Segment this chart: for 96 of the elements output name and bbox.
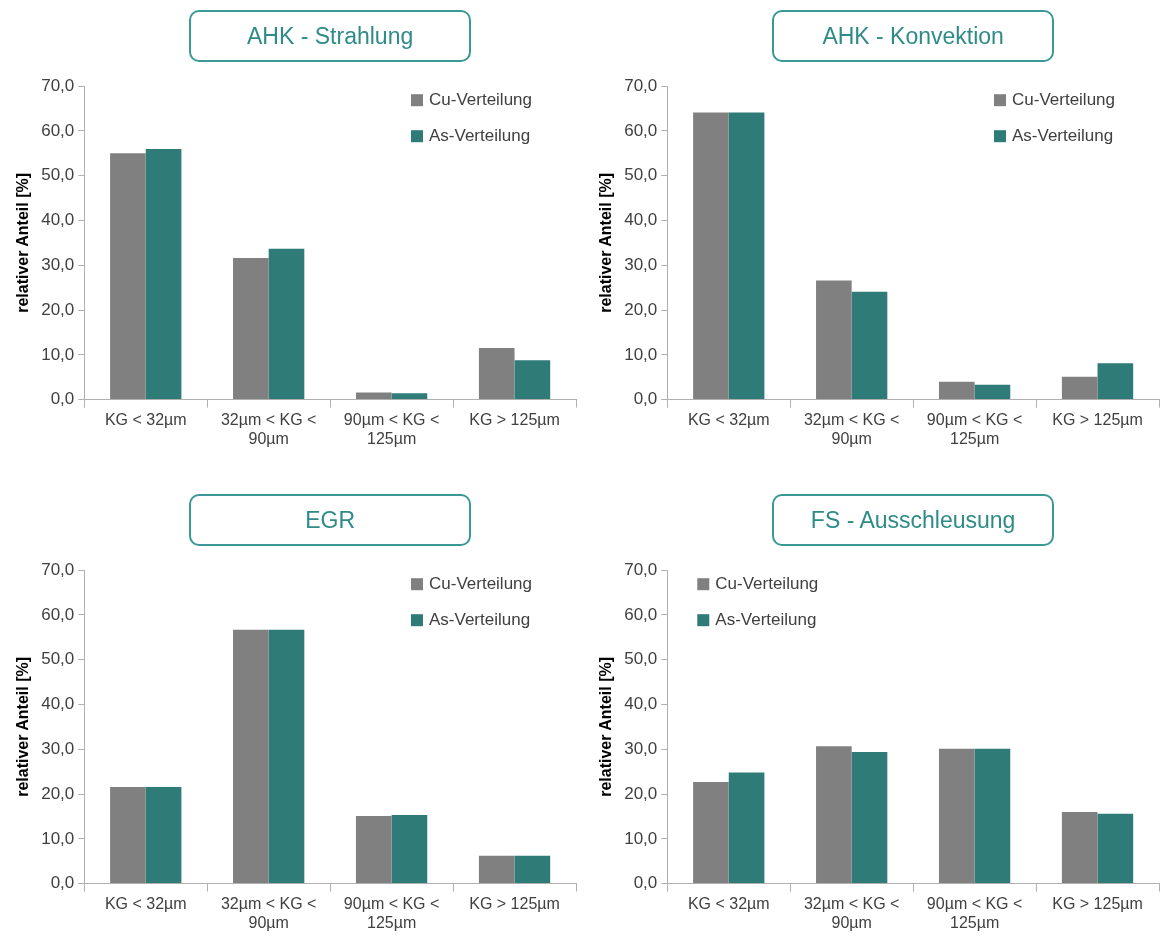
chart-title: FS - Ausschleusung <box>772 494 1055 546</box>
bar <box>938 748 975 884</box>
y-tick-label: 10,0 <box>41 828 75 848</box>
y-axis-title: relativer Anteil [%] <box>14 172 32 313</box>
y-tick-label: 0,0 <box>50 873 75 893</box>
y-tick-label: 0,0 <box>633 873 658 893</box>
y-tick-label: 40,0 <box>624 210 658 230</box>
legend-label: Cu-Verteilung <box>429 573 533 593</box>
bar <box>938 381 975 400</box>
legend-label: As-Verteilung <box>429 125 531 145</box>
x-tick-label: KG < 32µm <box>104 894 187 912</box>
y-tick-label: 60,0 <box>41 604 75 624</box>
y-tick-label: 30,0 <box>41 738 75 758</box>
bar <box>478 348 515 400</box>
bar <box>110 786 146 884</box>
y-tick-label: 60,0 <box>624 120 658 140</box>
x-tick-label: KG > 125µm <box>469 410 560 428</box>
bar <box>355 392 392 400</box>
y-tick-label: 70,0 <box>624 559 658 579</box>
bar <box>693 112 729 400</box>
bar <box>728 112 765 400</box>
y-tick-label: 40,0 <box>41 210 75 230</box>
y-tick-label: 70,0 <box>41 75 75 95</box>
bar <box>478 855 515 884</box>
y-tick-label: 20,0 <box>624 299 658 319</box>
y-axis-title: relativer Anteil [%] <box>597 172 615 313</box>
x-tick-label: KG < 32µm <box>104 410 187 428</box>
bar <box>816 280 852 400</box>
y-axis-title: relativer Anteil [%] <box>14 656 32 797</box>
x-tick-label: 90µm < KG < 125µm <box>926 410 1023 447</box>
y-tick-label: 20,0 <box>41 783 75 803</box>
bar <box>974 748 1011 884</box>
bar <box>110 153 146 400</box>
bar <box>974 384 1011 400</box>
bar <box>233 258 269 400</box>
bar <box>1061 811 1098 884</box>
y-tick-label: 10,0 <box>624 344 658 364</box>
bar <box>1061 376 1098 400</box>
bar <box>391 393 428 400</box>
x-tick-label: KG < 32µm <box>687 410 770 428</box>
bar <box>145 148 182 400</box>
y-tick-label: 20,0 <box>41 299 75 319</box>
y-tick-label: 0,0 <box>50 389 75 409</box>
legend-label: As-Verteilung <box>1012 125 1114 145</box>
y-tick-label: 30,0 <box>624 738 658 758</box>
bar <box>514 855 551 884</box>
x-tick-label: KG > 125µm <box>469 894 560 912</box>
chart-title: EGR <box>189 494 472 546</box>
y-tick-label: 60,0 <box>624 604 658 624</box>
bar <box>1097 813 1134 884</box>
x-tick-label: 32µm < KG < 90µm <box>220 410 317 447</box>
y-tick-label: 50,0 <box>41 649 75 669</box>
x-tick-label: 32µm < KG < 90µm <box>803 410 900 447</box>
bar <box>233 629 269 884</box>
chart-title: AHK - Konvektion <box>772 10 1055 62</box>
y-tick-label: 10,0 <box>41 344 75 364</box>
x-tick-label: 90µm < KG < 125µm <box>343 894 440 931</box>
y-tick-label: 20,0 <box>624 783 658 803</box>
bar <box>816 746 852 884</box>
y-tick-label: 10,0 <box>624 828 658 848</box>
y-tick-label: 30,0 <box>41 254 75 274</box>
bar <box>851 291 888 400</box>
y-tick-label: 50,0 <box>41 165 75 185</box>
bar <box>1097 363 1134 400</box>
y-tick-label: 0,0 <box>633 389 658 409</box>
legend-label: Cu-Verteilung <box>429 89 533 109</box>
y-axis-title: relativer Anteil [%] <box>597 656 615 797</box>
legend-label: As-Verteilung <box>429 609 531 629</box>
y-tick-label: 40,0 <box>41 694 75 714</box>
bar <box>268 248 305 400</box>
bar <box>851 751 888 884</box>
y-tick-label: 70,0 <box>41 559 75 579</box>
y-tick-label: 60,0 <box>41 120 75 140</box>
y-tick-label: 50,0 <box>624 165 658 185</box>
bar <box>693 781 729 884</box>
bar <box>145 786 182 884</box>
x-tick-label: 90µm < KG < 125µm <box>343 410 440 447</box>
y-tick-label: 40,0 <box>624 694 658 714</box>
y-tick-label: 30,0 <box>624 254 658 274</box>
chart-title: AHK - Strahlung <box>189 10 472 62</box>
legend-label: As-Verteilung <box>715 609 817 629</box>
legend-label: Cu-Verteilung <box>715 573 819 593</box>
y-tick-label: 70,0 <box>624 75 658 95</box>
bar <box>514 360 551 400</box>
bar <box>728 772 765 884</box>
x-tick-label: 90µm < KG < 125µm <box>926 894 1023 931</box>
bar <box>268 629 305 884</box>
x-tick-label: KG < 32µm <box>687 894 770 912</box>
bar <box>355 816 392 884</box>
x-tick-label: KG > 125µm <box>1052 894 1143 912</box>
x-tick-label: KG > 125µm <box>1052 410 1143 428</box>
y-tick-label: 50,0 <box>624 649 658 669</box>
x-tick-label: 32µm < KG < 90µm <box>220 894 317 931</box>
legend-label: Cu-Verteilung <box>1012 89 1116 109</box>
x-tick-label: 32µm < KG < 90µm <box>803 894 900 931</box>
bar <box>391 815 428 884</box>
